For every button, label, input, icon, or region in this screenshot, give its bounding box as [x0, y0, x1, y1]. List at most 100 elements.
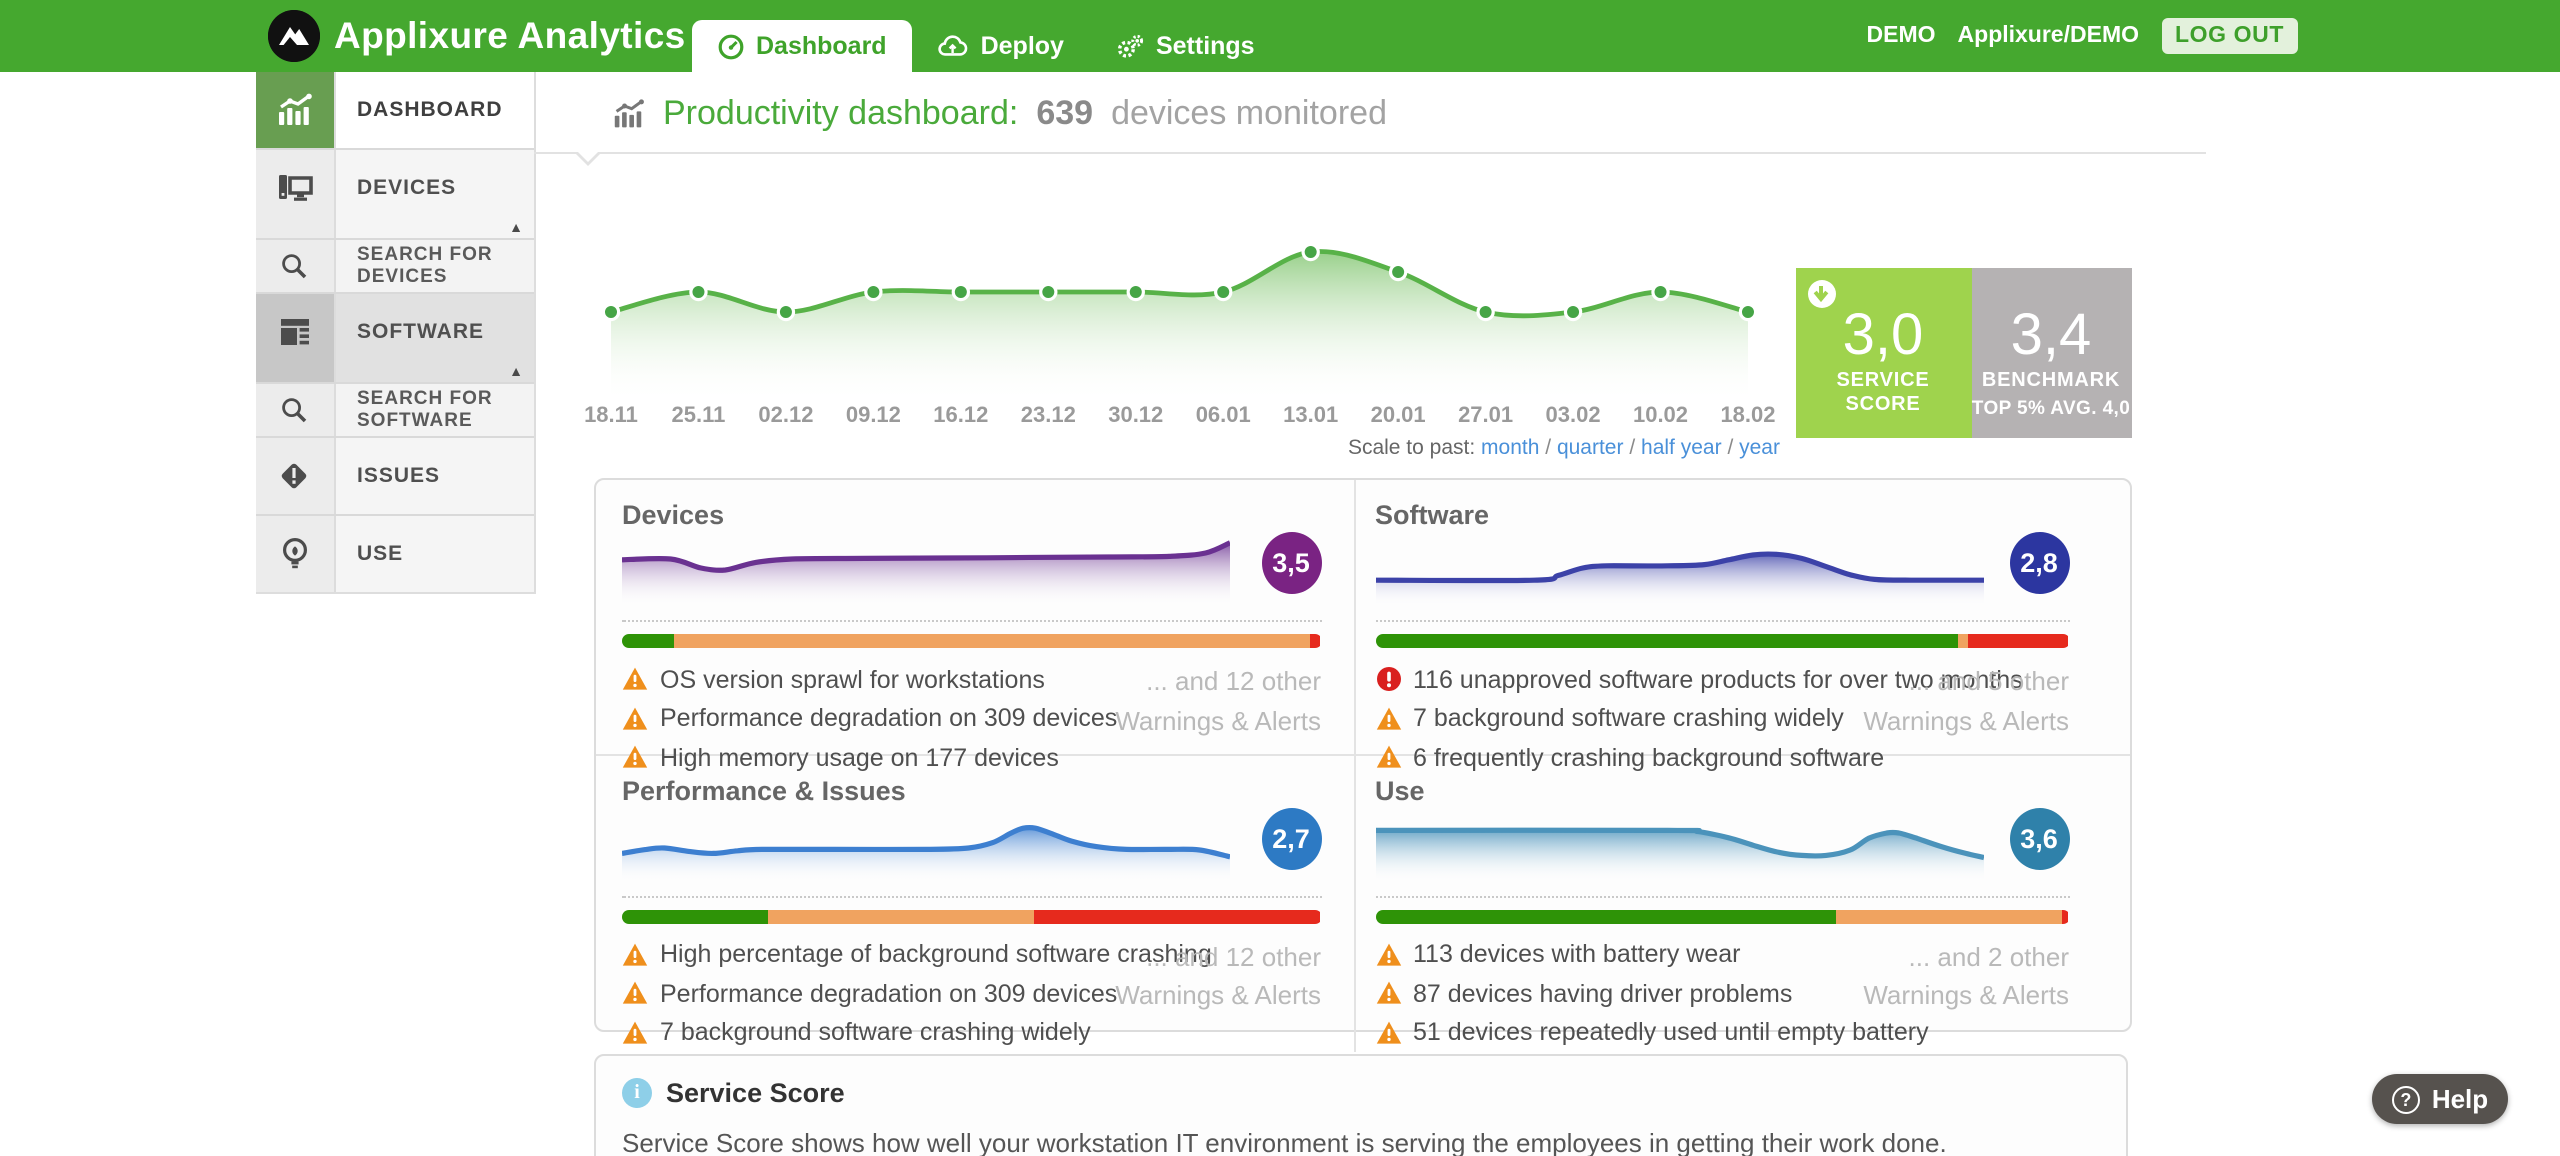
use-score-badge: 3,6	[2009, 807, 2069, 869]
x-axis-label: 18.02	[1720, 404, 1776, 428]
collapse-caret-icon[interactable]: ▲	[509, 222, 523, 236]
top-header: Applixure Analytics Dashboard Deploy	[0, 0, 2560, 72]
tab-dashboard[interactable]: Dashboard	[692, 20, 913, 72]
panel-title: Software	[1375, 500, 1490, 530]
x-axis-label: 13.01	[1283, 404, 1339, 428]
use-icon	[255, 516, 335, 592]
alert-row[interactable]: 7 background software crashing widely	[622, 1013, 1321, 1052]
more-warnings-link[interactable]: ... and 12 other Warnings & Alerts	[1115, 666, 1321, 735]
title-divider	[533, 151, 2206, 153]
applixure-logo-icon[interactable]	[268, 10, 320, 62]
bar-segment-orange	[1957, 634, 1969, 648]
page-title-text: Productivity dashboard:	[663, 94, 1019, 132]
tab-deploy[interactable]: Deploy	[913, 20, 1090, 72]
bar-segment-green	[1375, 634, 1958, 648]
x-axis-label: 18.11	[584, 404, 638, 428]
warning-icon	[622, 706, 648, 732]
cloud-icon	[938, 35, 968, 56]
more-warnings-link[interactable]: ... and 5 other Warnings & Alerts	[1863, 666, 2069, 735]
logout-button[interactable]: LOG OUT	[2161, 18, 2298, 54]
brand-title: Applixure Analytics	[334, 14, 686, 56]
warning-icon	[1375, 706, 1401, 732]
tab-settings[interactable]: Settings	[1090, 20, 1281, 72]
header-nav: Dashboard Deploy Settings	[692, 0, 1281, 72]
warning-icon	[1375, 1020, 1401, 1046]
alert-row[interactable]: 113 devices with battery wear	[1375, 935, 2069, 974]
gears-icon	[1117, 33, 1144, 57]
sidebar-item-devices[interactable]: DEVICES ▲	[255, 150, 533, 240]
alert-row[interactable]: 6 frequently crashing background softwar…	[1375, 738, 2069, 777]
use-status-bar	[1375, 909, 2069, 923]
sidebar-item-issues[interactable]: ISSUES	[255, 438, 533, 516]
more-warnings-link[interactable]: ... and 12 other Warnings & Alerts	[1115, 941, 1321, 1010]
service-score-box: 3,0 SERVICE SCORE	[1795, 268, 1971, 438]
bar-segment-orange	[768, 909, 1035, 923]
info-body: Service Score shows how well your workst…	[622, 1128, 1947, 1156]
sidebar-item-dashboard[interactable]: DASHBOARD	[255, 72, 533, 150]
account-name: DEMO	[1866, 24, 1936, 48]
devices-icon	[255, 150, 335, 238]
bar-segment-orange	[1836, 909, 2063, 923]
x-axis-label: 27.01	[1458, 404, 1514, 428]
sidebar-item-use[interactable]: USE	[255, 516, 533, 592]
alert-row[interactable]: Performance degradation on 309 devices	[622, 974, 1321, 1013]
question-mark-icon: ?	[2391, 1085, 2420, 1113]
alert-row[interactable]: OS version sprawl for workstations	[622, 660, 1321, 699]
sidebar-item-search-for-software[interactable]: SEARCH FOR SOFTWARE	[255, 384, 533, 438]
panel-software: Software 2,8 116 unapproved software pro…	[1355, 480, 2129, 772]
page-title: Productivity dashboard: 639 devices moni…	[611, 94, 1387, 134]
score-panels-card: Devices 3,5 OS version sprawl for workst…	[593, 478, 2131, 1052]
scale-quarter-link[interactable]: quarter	[1556, 436, 1624, 460]
scale-halfyear-link[interactable]: half year	[1641, 436, 1722, 460]
issues-icon	[255, 438, 335, 514]
x-axis-label: 20.01	[1370, 404, 1426, 428]
alert-row[interactable]: 7 background software crashing widely	[1375, 699, 2069, 738]
bar-segment-red	[1968, 634, 2069, 648]
alert-row[interactable]: High percentage of background software c…	[622, 935, 1321, 974]
panel-title: Devices	[622, 500, 725, 530]
tenant-name[interactable]: Applixure/DEMO	[1957, 24, 2139, 48]
software-sparkline	[1375, 551, 1983, 606]
scale-year-link[interactable]: year	[1739, 436, 1780, 460]
panel-use: Use 3,6 113 devices with battery wear 87…	[1355, 755, 2129, 1052]
warning-icon	[1375, 745, 1401, 771]
devices-score-badge: 3,5	[1261, 532, 1321, 594]
critical-icon	[1375, 667, 1401, 693]
alert-row[interactable]: 51 devices repeatedly used until empty b…	[1375, 1013, 2069, 1052]
alert-row[interactable]: 116 unapproved software products for ove…	[1375, 660, 2069, 699]
warning-icon	[622, 745, 648, 771]
x-axis-label: 09.12	[845, 404, 901, 428]
warning-icon	[622, 1020, 648, 1046]
warning-icon	[622, 667, 648, 693]
alert-row[interactable]: 87 devices having driver problems	[1375, 974, 2069, 1013]
trend-down-icon	[1807, 280, 1835, 308]
sidebar-item-software[interactable]: SOFTWARE ▲	[255, 294, 533, 384]
collapse-caret-icon[interactable]: ▲	[509, 366, 523, 380]
more-warnings-link[interactable]: ... and 2 other Warnings & Alerts	[1863, 941, 2069, 1010]
warning-icon	[1375, 981, 1401, 1007]
scale-month-link[interactable]: month	[1481, 436, 1540, 460]
x-axis-label: 25.11	[671, 404, 726, 428]
software-icon	[255, 294, 335, 382]
performance-sparkline	[622, 823, 1230, 881]
software-status-bar	[1375, 634, 2069, 648]
service-score-value: 3,0	[1842, 304, 1924, 368]
bar-segment-green	[622, 909, 769, 923]
alert-row[interactable]: Performance degradation on 309 devices	[622, 699, 1321, 738]
header-account-area: DEMO Applixure/DEMO LOG OUT	[1867, 0, 2298, 72]
x-axis-label: 23.12	[1020, 404, 1076, 428]
devices-sparkline	[622, 540, 1230, 606]
help-button[interactable]: ? Help	[2372, 1074, 2508, 1124]
service-score-info-card: i Service Score Service Score shows how …	[593, 1054, 2127, 1156]
bar-segment-orange	[674, 634, 1311, 648]
x-axis-label: 06.01	[1195, 404, 1251, 428]
service-score-trend-chart	[601, 242, 1758, 402]
service-score-label: SERVICE SCORE	[1836, 370, 1930, 415]
benchmark-label: BENCHMARK	[1981, 370, 2121, 392]
warning-icon	[622, 981, 648, 1007]
page-subtitle: devices monitored	[1111, 94, 1387, 132]
alert-row[interactable]: High memory usage on 177 devices	[622, 738, 1321, 777]
chart-icon	[255, 72, 335, 148]
sidebar-item-search-for-devices[interactable]: SEARCH FOR DEVICES	[255, 240, 533, 294]
panel-title: Use	[1375, 775, 1425, 805]
